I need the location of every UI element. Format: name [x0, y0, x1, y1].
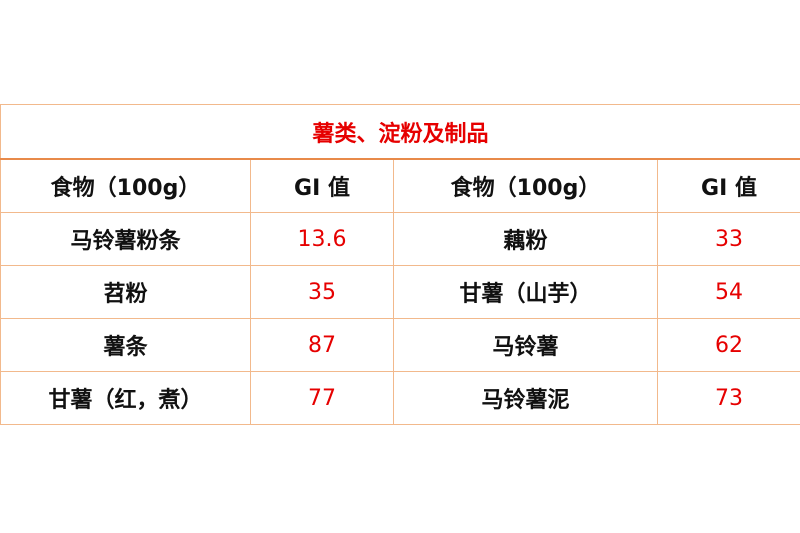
food-name: 马铃薯: [393, 318, 658, 372]
food-name: 藕粉: [393, 212, 658, 266]
gi-value: 73: [656, 371, 800, 425]
gi-value: 33: [656, 212, 800, 266]
gi-value: 62: [656, 318, 800, 372]
header-food: 食物（100g）: [0, 158, 251, 213]
food-name: 马铃薯泥: [393, 371, 658, 425]
food-name: 苕粉: [0, 265, 251, 319]
table-row: 薯条 87 马铃薯 62: [0, 318, 800, 372]
gi-table: 薯类、淀粉及制品 食物（100g） GI 值 食物（100g） GI 值 马铃薯…: [0, 104, 800, 425]
gi-value: 54: [656, 265, 800, 319]
header-food: 食物（100g）: [393, 158, 658, 213]
header-gi: GI 值: [656, 158, 800, 213]
header-row: 食物（100g） GI 值 食物（100g） GI 值: [0, 158, 800, 213]
food-name: 马铃薯粉条: [0, 212, 251, 266]
gi-value: 35: [250, 265, 394, 319]
table-row: 马铃薯粉条 13.6 藕粉 33: [0, 212, 800, 266]
food-name: 甘薯（红，煮）: [0, 371, 251, 425]
gi-value: 13.6: [250, 212, 394, 266]
table-row: 甘薯（红，煮） 77 马铃薯泥 73: [0, 371, 800, 425]
table-row: 苕粉 35 甘薯（山芋） 54: [0, 265, 800, 319]
gi-value: 77: [250, 371, 394, 425]
gi-value: 87: [250, 318, 394, 372]
food-name: 薯条: [0, 318, 251, 372]
header-gi: GI 值: [250, 158, 394, 213]
table-title: 薯类、淀粉及制品: [0, 104, 800, 160]
food-name: 甘薯（山芋）: [393, 265, 658, 319]
